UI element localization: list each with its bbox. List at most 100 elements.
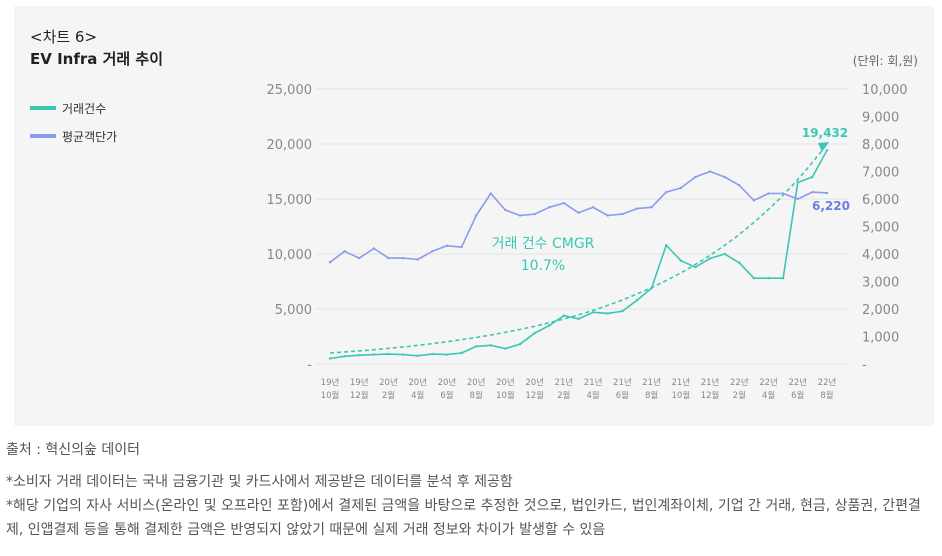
data-point-avg-price — [562, 201, 566, 205]
data-point-avg-price — [825, 191, 829, 195]
footer: 출처 : 혁신의숲 데이터 *소비자 거래 데이터는 국내 금융기관 및 카드사… — [6, 438, 936, 542]
data-point-transactions — [752, 277, 756, 280]
x-tick-month: 8월 — [645, 390, 658, 401]
data-point-avg-price — [401, 256, 405, 260]
data-label-avg-price: 6,220 — [812, 199, 850, 213]
data-point-avg-price — [752, 199, 756, 202]
data-point-transactions — [358, 354, 361, 357]
data-point-avg-price — [328, 261, 332, 264]
data-point-avg-price — [518, 214, 522, 217]
x-tick-month: 10월 — [672, 390, 691, 401]
x-tick-month: 4월 — [587, 390, 600, 401]
data-label-transactions: 19,432 — [802, 126, 848, 140]
x-tick-year: 20년 — [379, 377, 398, 388]
data-point-transactions — [474, 345, 478, 348]
data-point-transactions — [781, 277, 785, 280]
x-tick-month: 6월 — [616, 390, 629, 401]
data-point-transactions — [665, 244, 668, 247]
x-tick-year: 22년 — [788, 377, 807, 388]
data-point-avg-price — [708, 170, 712, 173]
data-point-avg-price — [343, 250, 346, 253]
data-point-transactions — [372, 353, 376, 356]
left-axis-tick-label: 20,000 — [267, 138, 313, 153]
data-point-transactions — [708, 257, 712, 260]
x-tick-month: 8월 — [470, 390, 483, 401]
data-point-avg-price — [650, 206, 653, 209]
x-tick-month: 10월 — [496, 390, 515, 401]
x-tick-month: 12월 — [701, 390, 720, 401]
legend-item-transactions: 거래건수 — [30, 94, 117, 122]
data-point-avg-price — [533, 212, 536, 216]
right-axis-tick-label: 4,000 — [862, 248, 899, 263]
x-tick-year: 21년 — [584, 377, 603, 388]
data-point-transactions — [635, 299, 639, 302]
legend-swatch-avg-price — [30, 134, 56, 138]
data-point-avg-price — [665, 190, 668, 194]
data-point-transactions — [548, 324, 551, 327]
right-axis-tick-label: 5,000 — [862, 221, 899, 236]
left-axis-tick-label: 25,000 — [267, 83, 313, 98]
x-tick-month: 2월 — [733, 390, 746, 401]
right-axis-tick-label: 3,000 — [862, 276, 899, 291]
data-point-avg-price — [504, 208, 507, 212]
data-point-transactions — [577, 317, 580, 321]
data-point-transactions — [387, 352, 390, 356]
x-tick-year: 20년 — [525, 377, 544, 388]
data-point-transactions — [738, 261, 741, 264]
cmgr-value-label: 10.7% — [521, 258, 565, 274]
data-point-avg-price — [358, 256, 361, 260]
left-axis-tick-label: 15,000 — [267, 193, 313, 208]
data-point-avg-price — [811, 190, 814, 194]
data-point-transactions — [796, 181, 799, 184]
data-point-transactions — [401, 353, 405, 356]
data-point-transactions — [562, 314, 566, 317]
data-point-avg-price — [416, 258, 419, 261]
x-tick-year: 19년 — [321, 377, 340, 388]
x-tick-year: 20년 — [408, 377, 427, 388]
data-point-transactions — [416, 354, 419, 357]
x-tick-month: 4월 — [762, 390, 775, 401]
data-point-transactions — [591, 311, 595, 314]
legend-label-transactions: 거래건수 — [62, 101, 107, 116]
legend-label-avg-price: 평균객단가 — [62, 129, 118, 144]
cmgr-label: 거래 건수 CMGR — [492, 236, 595, 252]
data-point-avg-price — [474, 214, 478, 217]
footnote-1: *소비자 거래 데이터는 국내 금융기관 및 카드사에서 제공받은 데이터를 분… — [6, 474, 513, 490]
data-point-transactions — [825, 149, 829, 152]
x-tick-month: 2월 — [382, 390, 395, 401]
x-tick-month: 6월 — [791, 390, 804, 401]
source-note: 출처 : 혁신의숲 데이터 — [6, 442, 140, 458]
right-axis-tick-label: 6,000 — [862, 193, 899, 208]
data-point-transactions — [767, 277, 770, 280]
x-tick-month: 12월 — [350, 390, 369, 401]
x-tick-month: 4월 — [411, 390, 424, 401]
data-point-transactions — [328, 357, 332, 360]
unit-note: (단위: 회,원) — [852, 54, 918, 68]
x-tick-year: 20년 — [496, 377, 515, 388]
x-tick-year: 21년 — [555, 377, 574, 388]
data-point-transactions — [533, 332, 536, 335]
data-point-avg-price — [372, 247, 376, 250]
x-tick-year: 22년 — [730, 377, 749, 388]
data-point-transactions — [694, 266, 697, 269]
right-axis-tick-label: 7,000 — [862, 166, 899, 181]
left-axis-tick-label: 5,000 — [275, 303, 312, 318]
x-tick-year: 22년 — [759, 377, 778, 388]
data-point-transactions — [431, 352, 434, 356]
left-axis-tick-label: - — [307, 358, 312, 373]
data-point-transactions — [504, 347, 507, 350]
data-point-transactions — [518, 343, 522, 346]
data-point-avg-price — [387, 256, 390, 260]
data-point-transactions — [650, 286, 653, 290]
footnote-2: *해당 기업의 자사 서비스(온라인 및 오프라인 포함)에서 결제된 금액을 … — [6, 498, 921, 538]
chart-title: <차트 6> EV Infra 거래 추이 — [30, 26, 163, 70]
x-tick-year: 20년 — [438, 377, 457, 388]
data-point-transactions — [621, 310, 624, 313]
data-point-transactions — [460, 351, 463, 355]
x-tick-year: 21년 — [672, 377, 691, 388]
data-point-avg-price — [767, 192, 770, 195]
data-point-avg-price — [445, 244, 449, 247]
data-point-avg-price — [621, 212, 624, 216]
data-point-avg-price — [781, 192, 785, 195]
data-point-avg-price — [577, 211, 580, 214]
